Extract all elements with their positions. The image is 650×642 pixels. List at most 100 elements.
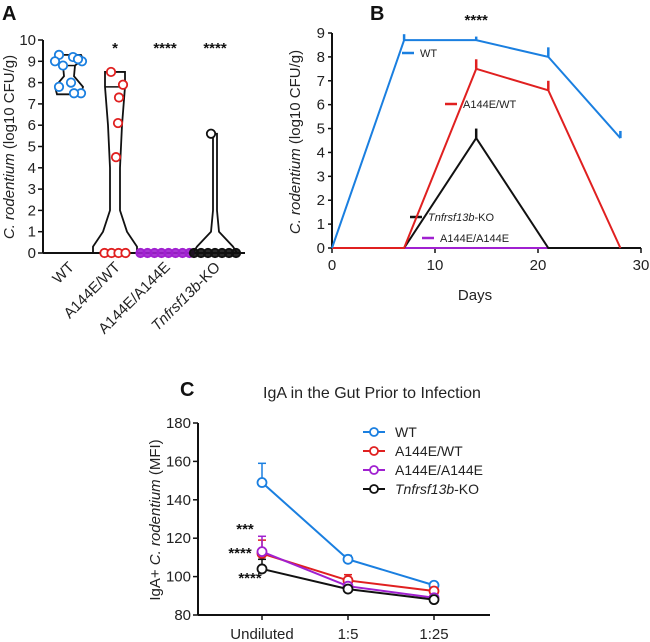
b-x-tick-label: 20 bbox=[530, 257, 547, 274]
label-part: WT bbox=[49, 259, 78, 288]
c-title: IgA in the Gut Prior to Infection bbox=[263, 385, 481, 402]
a-data-point bbox=[65, 77, 77, 88]
label-part: Tnfrsf13b bbox=[395, 481, 454, 497]
a-data-point bbox=[49, 56, 61, 67]
label-part: (log10 CFU/g) bbox=[287, 50, 304, 148]
a-y-tick-label: 4 bbox=[28, 160, 36, 177]
b-y-tick-label: 8 bbox=[317, 49, 325, 66]
a-y-tick-label: 2 bbox=[28, 202, 36, 219]
label-part: (log10 CFU/g) bbox=[1, 55, 18, 153]
label-part: A144E/A144E bbox=[440, 233, 509, 245]
label-part: A144E/A144E bbox=[395, 462, 483, 478]
b-legend-label: WT bbox=[420, 48, 437, 60]
label-part: A144E/WT bbox=[395, 443, 463, 459]
a-data-point bbox=[112, 117, 124, 129]
a-data-point bbox=[57, 60, 69, 71]
c-data-point bbox=[256, 546, 268, 558]
c-y-tick-label: 140 bbox=[166, 492, 191, 509]
label-part: (MFI) bbox=[147, 439, 164, 479]
panel-label-b: B bbox=[370, 3, 384, 25]
a-data-point bbox=[105, 66, 117, 78]
c-data-point bbox=[256, 563, 268, 575]
b-y-tick-label: 6 bbox=[317, 97, 325, 114]
c-legend-label: Tnfrsf13b-KO bbox=[395, 481, 479, 497]
panel-label-c: C bbox=[180, 379, 194, 401]
a-data-point bbox=[110, 152, 122, 163]
c-legend-label: WT bbox=[395, 424, 417, 440]
c-legend-marker bbox=[369, 427, 379, 437]
b-y-tick-label: 4 bbox=[317, 144, 325, 161]
b-x-tick-label: 30 bbox=[633, 257, 650, 274]
a-data-point bbox=[113, 92, 125, 103]
a-y-tick-label: 10 bbox=[19, 32, 36, 49]
b-y-tick-label: 0 bbox=[317, 240, 325, 257]
a-y-tick-label: 0 bbox=[28, 245, 36, 262]
label-part: Tnfrsf13b bbox=[428, 212, 474, 224]
b-legend-label: A144E/WT bbox=[463, 99, 516, 111]
b-y-tick-label: 2 bbox=[317, 192, 325, 209]
c-significance: *** bbox=[236, 521, 254, 538]
b-x-tick-label: 10 bbox=[427, 257, 444, 274]
a-y-tick-label: 7 bbox=[28, 96, 36, 113]
b-y-tick-label: 7 bbox=[317, 73, 325, 90]
c-series-line bbox=[261, 481, 435, 587]
label-part: WT bbox=[395, 424, 417, 440]
a-x-tick-label: WT bbox=[49, 259, 78, 288]
c-legend-label: A144E/A144E bbox=[395, 462, 483, 478]
c-legend-marker bbox=[369, 484, 379, 494]
c-significance: **** bbox=[238, 570, 262, 587]
c-data-point bbox=[428, 594, 440, 606]
label-part: -KO bbox=[454, 481, 479, 497]
a-violin bbox=[92, 71, 138, 254]
panel-c: 80 100 120 140 160 180 Undiluted 1:5 1:25 IgA+ C.… bbox=[147, 415, 490, 642]
a-data-point bbox=[68, 88, 80, 99]
c-data-point bbox=[256, 477, 268, 488]
a-y-tick-label: 1 bbox=[28, 224, 36, 241]
label-part: C. rodentium bbox=[1, 153, 18, 239]
c-y-tick-label: 80 bbox=[174, 607, 191, 624]
a-y-tick-label: 5 bbox=[28, 139, 36, 156]
a-y-tick-label: 9 bbox=[28, 53, 36, 70]
b-y-tick-label: 5 bbox=[317, 121, 325, 138]
b-x-tick-label: 0 bbox=[328, 257, 336, 274]
b-significance: **** bbox=[465, 12, 489, 29]
a-data-point bbox=[72, 54, 84, 65]
c-y-tick-label: 180 bbox=[166, 415, 191, 432]
b-legend-label: Tnfrsf13b-KO bbox=[428, 212, 494, 224]
c-x-tick-label: 1:5 bbox=[338, 626, 359, 642]
c-y-label: IgA+ C. rodentium (MFI) bbox=[147, 439, 164, 600]
c-data-point bbox=[342, 553, 354, 565]
b-legend-label: A144E/A144E bbox=[440, 233, 509, 245]
a-y-label: C. rodentium (log10 CFU/g) bbox=[1, 55, 18, 239]
b-y-label: C. rodentium (log10 CFU/g) bbox=[287, 50, 304, 234]
a-significance: **** bbox=[203, 40, 227, 57]
c-y-tick-label: 100 bbox=[166, 569, 191, 586]
label-part: IgA+ bbox=[147, 565, 164, 600]
b-y-tick-label: 1 bbox=[317, 216, 325, 233]
c-significance: **** bbox=[228, 545, 252, 562]
b-xlabel: Days bbox=[458, 287, 492, 304]
b-y-tick-label: 9 bbox=[317, 25, 325, 42]
c-data-point bbox=[342, 583, 354, 595]
panel-label-a: A bbox=[2, 3, 16, 25]
label-part: -KO bbox=[474, 212, 494, 224]
panel-b: 0 1 2 3 4 5 6 7 8 9 0 10 20 30 C. rodentium (log10 CFU… bbox=[287, 12, 649, 274]
a-significance: **** bbox=[153, 40, 177, 57]
a-data-point bbox=[117, 79, 129, 90]
a-y-tick-label: 8 bbox=[28, 75, 36, 92]
label-part: WT bbox=[420, 48, 437, 60]
a-data-point bbox=[120, 247, 131, 259]
c-y-tick-label: 160 bbox=[166, 453, 191, 470]
a-data-point bbox=[205, 128, 217, 139]
label-part: C. rodentium bbox=[147, 479, 164, 565]
a-significance: * bbox=[112, 40, 118, 57]
label-part: A144E/WT bbox=[463, 99, 516, 111]
c-x-tick-label: 1:25 bbox=[419, 626, 448, 642]
c-y-tick-label: 120 bbox=[166, 530, 191, 547]
a-y-tick-label: 6 bbox=[28, 117, 36, 134]
c-x-tick-label: Undiluted bbox=[230, 626, 293, 642]
c-legend-label: A144E/WT bbox=[395, 443, 463, 459]
c-legend-marker bbox=[369, 465, 379, 475]
